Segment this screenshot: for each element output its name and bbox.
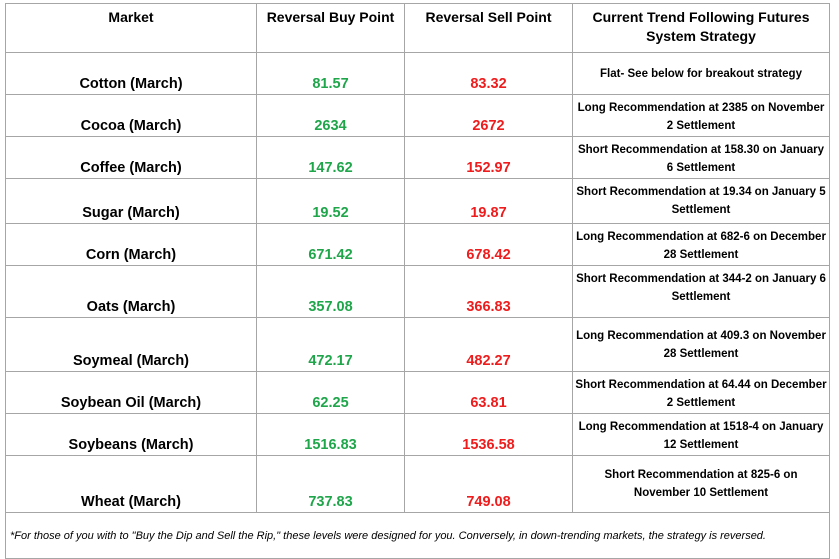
buy-point-cell: 147.62: [256, 136, 405, 179]
sell-point-cell: 1536.58: [404, 413, 573, 456]
market-cell: Wheat (March): [5, 455, 257, 513]
strategy-cell: Long Recommendation at 682-6 on December…: [572, 223, 830, 266]
buy-point-cell: 671.42: [256, 223, 405, 266]
header-strategy-line2: System Strategy: [646, 28, 756, 44]
table-row: Coffee (March) 147.62 152.97 Short Recom…: [5, 136, 830, 179]
header-row: Market Reversal Buy Point Reversal Sell …: [5, 3, 830, 53]
market-cell: Oats (March): [5, 265, 257, 318]
sell-point-cell: 152.97: [404, 136, 573, 179]
table-row: Cotton (March) 81.57 83.32 Flat- See bel…: [5, 52, 830, 95]
buy-point-cell: 81.57: [256, 52, 405, 95]
table-row: Corn (March) 671.42 678.42 Long Recommen…: [5, 223, 830, 266]
table-row: Sugar (March) 19.52 19.87 Short Recommen…: [5, 178, 830, 224]
buy-point-cell: 1516.83: [256, 413, 405, 456]
buy-point-cell: 2634: [256, 94, 405, 137]
sell-point-cell: 366.83: [404, 265, 573, 318]
header-strategy: Current Trend Following Futures System S…: [572, 3, 830, 53]
buy-point-cell: 357.08: [256, 265, 405, 318]
strategy-cell: Long Recommendation at 2385 on November …: [572, 94, 830, 137]
strategy-cell: Flat- See below for breakout strategy: [572, 52, 830, 95]
market-cell: Soybeans (March): [5, 413, 257, 456]
footnote: *For those of you with to "Buy the Dip a…: [5, 512, 830, 559]
table-row: Soybeans (March) 1516.83 1536.58 Long Re…: [5, 413, 830, 456]
table-row: Soymeal (March) 472.17 482.27 Long Recom…: [5, 317, 830, 372]
market-cell: Soybean Oil (March): [5, 371, 257, 414]
sell-point-cell: 482.27: [404, 317, 573, 372]
header-buy: Reversal Buy Point: [256, 3, 405, 53]
table-row: Cocoa (March) 2634 2672 Long Recommendat…: [5, 94, 830, 137]
table-row: Wheat (March) 737.83 749.08 Short Recomm…: [5, 455, 830, 513]
buy-point-cell: 737.83: [256, 455, 405, 513]
market-cell: Sugar (March): [5, 178, 257, 224]
strategy-cell: Short Recommendation at 344-2 on January…: [572, 265, 830, 318]
buy-point-cell: 62.25: [256, 371, 405, 414]
strategy-cell: Long Recommendation at 409.3 on November…: [572, 317, 830, 372]
footnote-row: *For those of you with to "Buy the Dip a…: [5, 512, 830, 559]
sell-point-cell: 63.81: [404, 371, 573, 414]
strategy-cell: Short Recommendation at 825-6 on Novembe…: [572, 455, 830, 513]
table-row: Oats (March) 357.08 366.83 Short Recomme…: [5, 265, 830, 318]
strategy-cell: Short Recommendation at 64.44 on Decembe…: [572, 371, 830, 414]
reversal-points-table: Market Reversal Buy Point Reversal Sell …: [5, 3, 830, 559]
table-row: Soybean Oil (March) 62.25 63.81 Short Re…: [5, 371, 830, 414]
header-market: Market: [5, 3, 257, 53]
strategy-cell: Short Recommendation at 158.30 on Januar…: [572, 136, 830, 179]
buy-point-cell: 19.52: [256, 178, 405, 224]
sell-point-cell: 678.42: [404, 223, 573, 266]
header-strategy-line1: Current Trend Following Futures: [592, 9, 810, 25]
market-cell: Soymeal (March): [5, 317, 257, 372]
market-cell: Corn (March): [5, 223, 257, 266]
strategy-cell: Short Recommendation at 19.34 on January…: [572, 178, 830, 224]
market-cell: Coffee (March): [5, 136, 257, 179]
header-sell: Reversal Sell Point: [404, 3, 573, 53]
sell-point-cell: 83.32: [404, 52, 573, 95]
sell-point-cell: 2672: [404, 94, 573, 137]
strategy-cell: Long Recommendation at 1518-4 on January…: [572, 413, 830, 456]
sell-point-cell: 749.08: [404, 455, 573, 513]
sell-point-cell: 19.87: [404, 178, 573, 224]
buy-point-cell: 472.17: [256, 317, 405, 372]
market-cell: Cotton (March): [5, 52, 257, 95]
market-cell: Cocoa (March): [5, 94, 257, 137]
